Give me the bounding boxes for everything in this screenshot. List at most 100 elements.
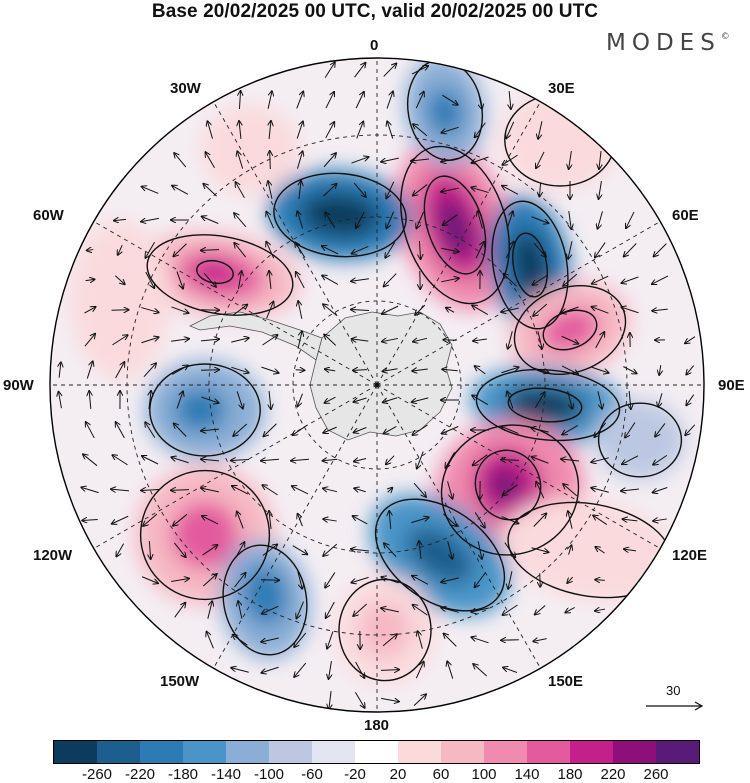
wind-vector: [261, 366, 278, 373]
wind-vector: [384, 543, 397, 557]
colorbar-swatch: [527, 741, 570, 763]
wind-vector: [116, 422, 125, 439]
wind-vector: [416, 211, 425, 228]
wind-vector: [267, 91, 272, 109]
wind-vector: [504, 542, 515, 558]
colorbar-tick-label: 20: [389, 766, 407, 783]
wind-vector: [355, 92, 364, 109]
wind-vector: [385, 242, 396, 257]
wind-vector: [59, 392, 62, 409]
wind-vector: [145, 241, 155, 258]
wind-vector: [442, 369, 458, 371]
wind-vector: [142, 187, 159, 194]
wind-vector: [447, 481, 453, 498]
wind-vector: [508, 571, 513, 589]
colorbar-ticks: -260 -220 -180 -140 -100 -60 -20 20 60 100 140 180 2…: [0, 766, 750, 783]
wind-vector: [382, 305, 399, 314]
wind-vector: [441, 577, 459, 582]
wind-vector: [447, 541, 453, 558]
wind-vector: [595, 547, 605, 554]
colorbar-tick-label: -260: [81, 766, 113, 783]
wind-vector: [536, 151, 545, 168]
lon-label-150e: 150E: [548, 673, 584, 690]
wind-vector: [441, 187, 459, 192]
wind-vector: [322, 246, 339, 255]
wind-vector: [562, 425, 579, 434]
wind-vector: [597, 391, 602, 409]
wind-vector: [568, 511, 573, 529]
wind-vector: [296, 92, 303, 109]
wind-vector: [623, 519, 638, 521]
wind-vector: [149, 391, 151, 409]
wind-vector: [472, 395, 489, 405]
wind-vector: [473, 664, 488, 677]
wind-vector: [686, 365, 695, 375]
wind-vector: [203, 184, 217, 197]
contour-line: [512, 232, 548, 298]
wind-vector: [141, 490, 160, 491]
wind-vector: [323, 488, 338, 491]
wind-vector: [201, 429, 220, 431]
meridian-line: [376, 384, 541, 669]
wind-vector: [419, 240, 420, 259]
wind-vector: [322, 276, 339, 285]
wind-vector: [325, 122, 335, 139]
wind-vector: [473, 339, 487, 341]
wind-vector: [472, 305, 489, 315]
wind-vector: [261, 637, 279, 642]
wind-vector: [475, 242, 484, 259]
wind-vector: [237, 512, 244, 529]
wind-vector: [446, 308, 455, 313]
wind-vector: [238, 601, 243, 619]
wind-vector: [237, 151, 244, 169]
wind-vector: [141, 337, 158, 344]
wind-vector: [233, 423, 248, 436]
wind-vector: [268, 181, 273, 199]
wind-vector: [231, 668, 249, 673]
wind-vector: [475, 572, 486, 587]
colorbar-swatch: [312, 741, 355, 763]
wind-vector: [201, 488, 219, 493]
wind-vector: [506, 211, 513, 229]
colorbar-swatch: [484, 741, 527, 763]
wind-vector: [567, 576, 574, 583]
colorbar-tick-label: 60: [432, 766, 450, 783]
wind-vector: [200, 370, 219, 371]
wind-vector: [591, 457, 609, 462]
wind-vector: [171, 490, 190, 491]
wind-vector: [621, 307, 639, 314]
wind-vector: [296, 151, 302, 169]
wind-vector: [233, 635, 248, 646]
wind-vector: [354, 488, 366, 491]
colorbar-tick-label: 220: [600, 766, 626, 783]
wind-vector: [502, 186, 519, 195]
wind-vector: [142, 456, 159, 465]
wind-vector: [116, 543, 125, 557]
wind-vector: [536, 482, 545, 499]
wind-vector: [174, 603, 186, 618]
wind-vector: [503, 604, 518, 615]
antarctic-peninsula: [189, 311, 323, 361]
colorbar: [53, 740, 700, 764]
wind-vector: [353, 370, 367, 371]
wind-vector: [686, 394, 695, 406]
wind-vector: [81, 487, 99, 494]
wind-vector: [171, 306, 189, 313]
wind-vector: [506, 121, 515, 138]
colorbar-swatch: [398, 741, 441, 763]
wind-vector: [112, 455, 128, 466]
wind-vector: [352, 245, 369, 253]
wind-vector: [325, 369, 336, 371]
wind-vector: [659, 365, 661, 375]
wind-vector: [325, 396, 336, 403]
wind-vector: [563, 484, 578, 497]
wind-vector: [561, 365, 578, 374]
wind-vector: [501, 516, 519, 524]
wind-vector: [389, 511, 391, 530]
wind-vector: [232, 486, 249, 495]
colorbar-tick-label: 260: [643, 766, 669, 783]
lon-label-0: 0: [370, 37, 379, 54]
wind-vector: [269, 121, 271, 140]
wind-vector: [236, 182, 245, 199]
wind-vector: [171, 366, 188, 375]
